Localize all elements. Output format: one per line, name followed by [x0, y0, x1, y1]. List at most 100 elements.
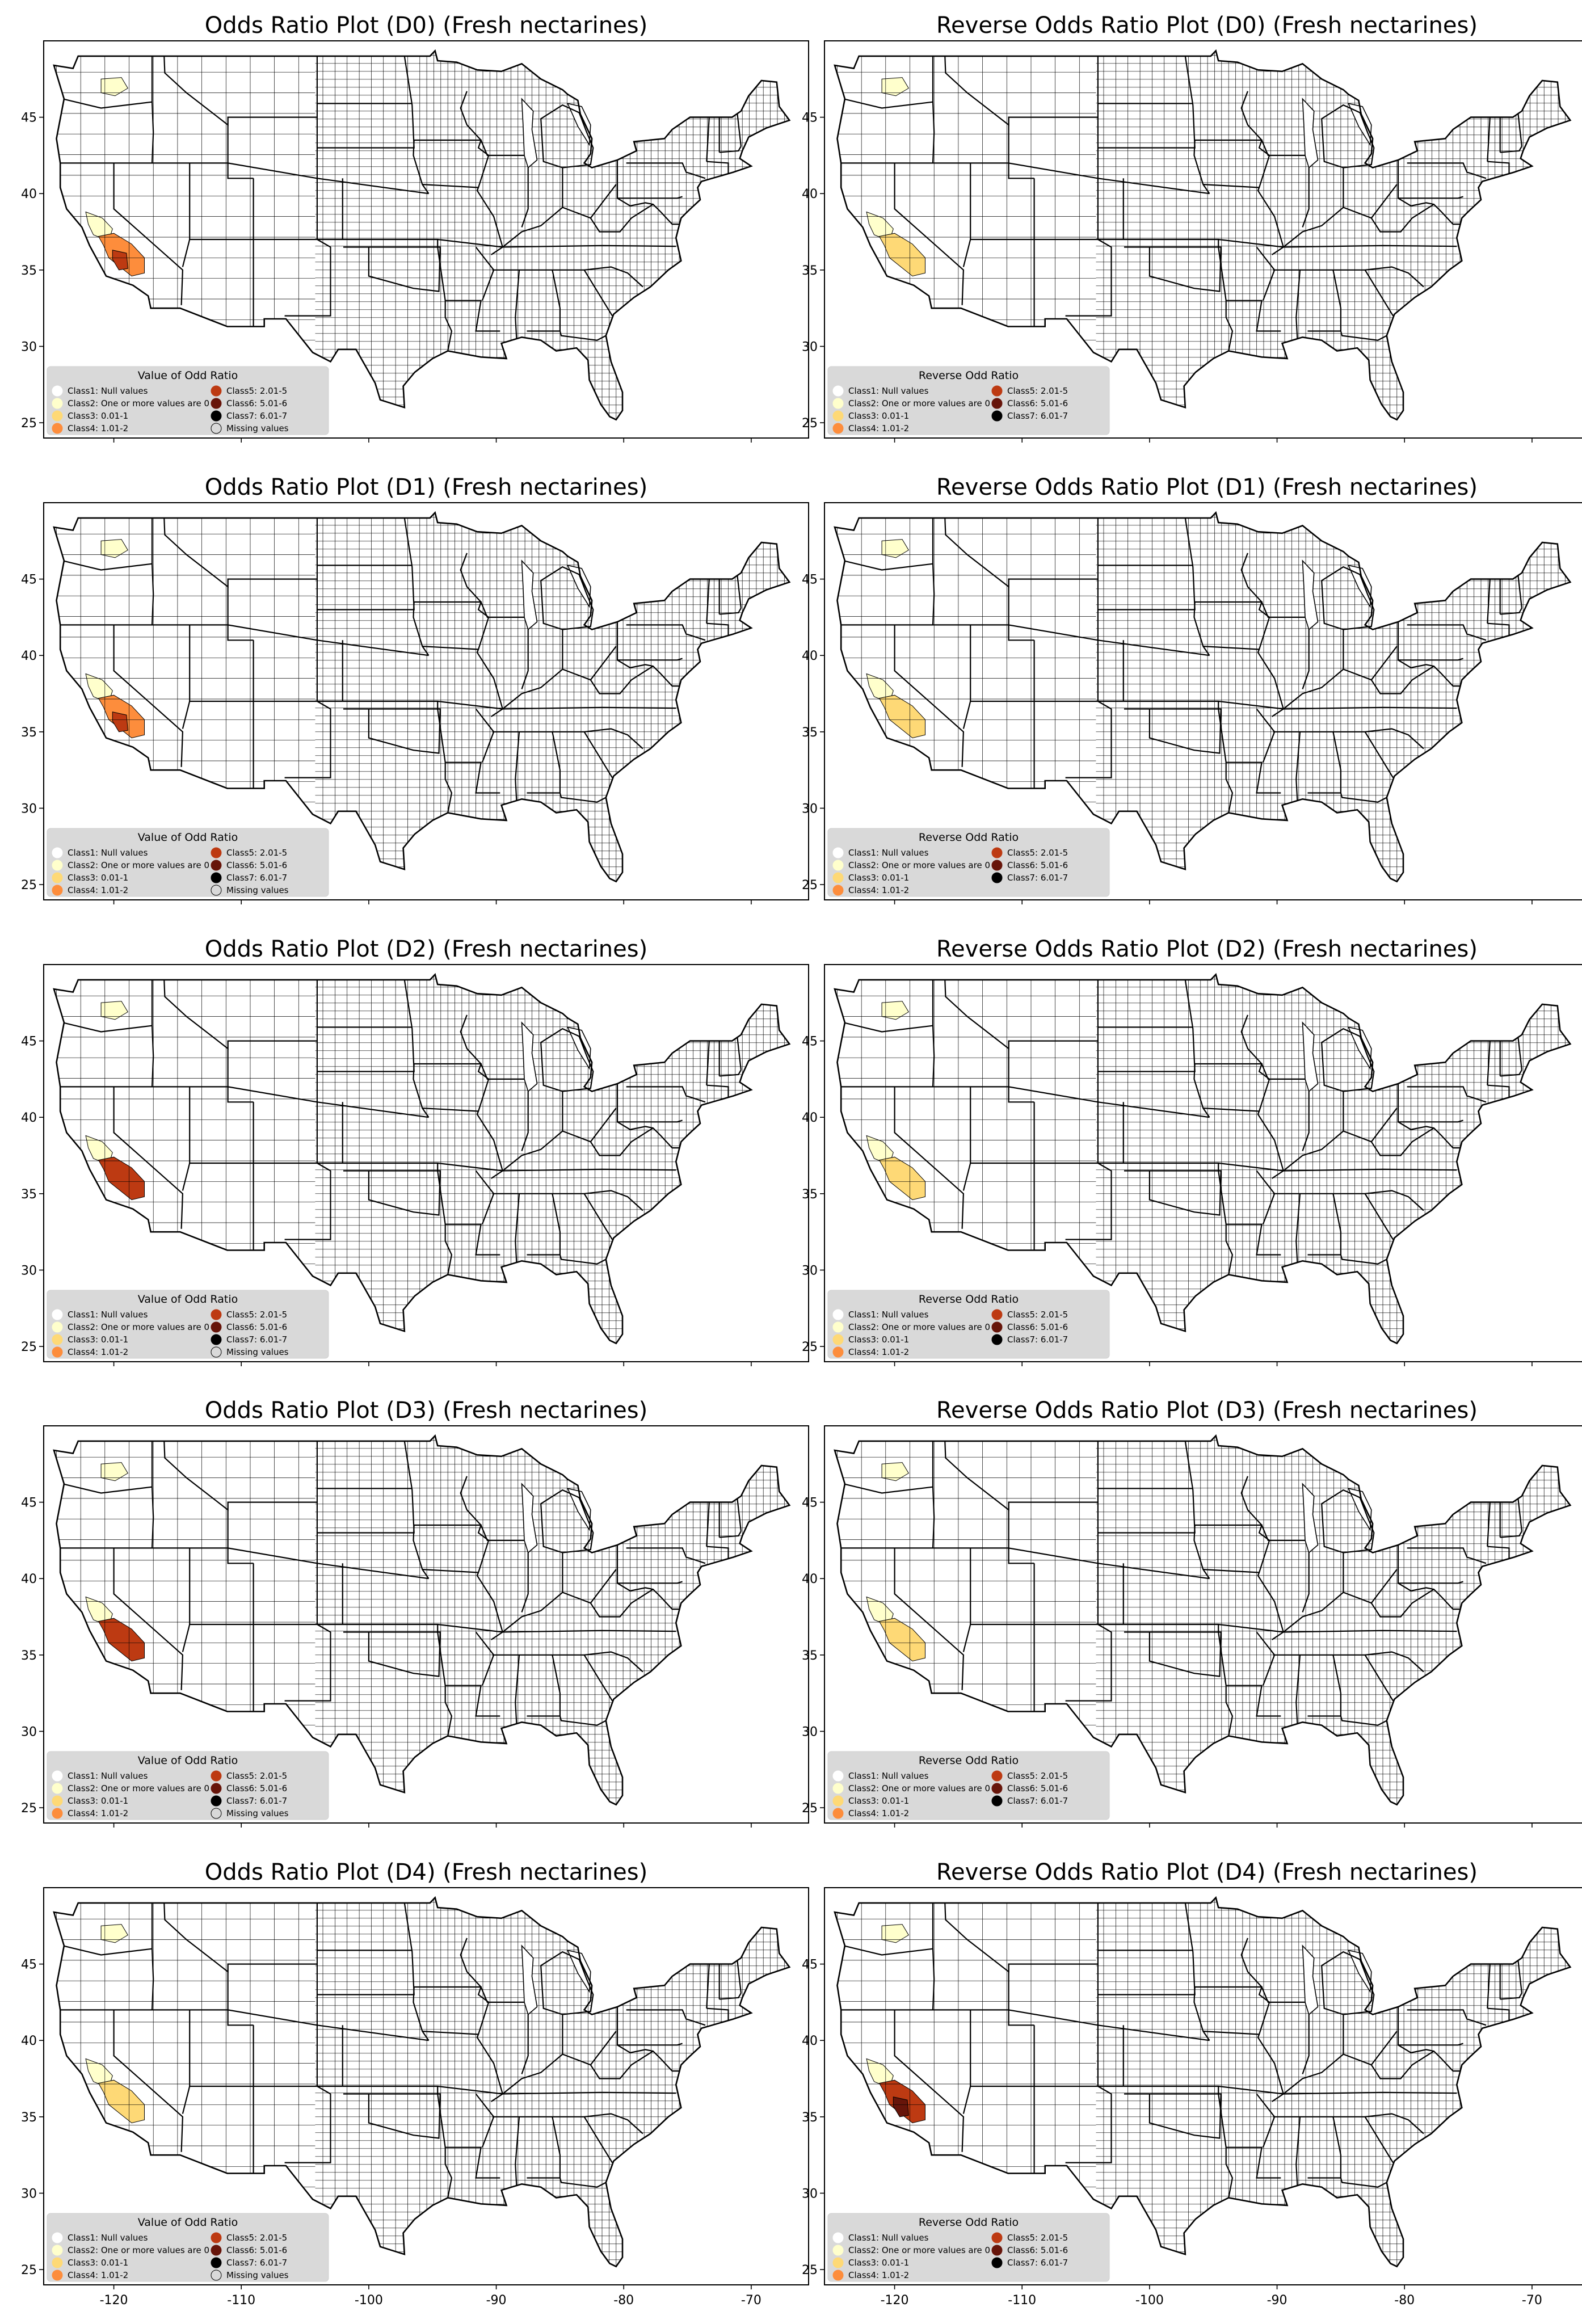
legend-label: Class7: 6.01-7 — [226, 2258, 287, 2268]
legend-label: Class6: 5.01-6 — [226, 860, 287, 870]
legend-label: Class1: Null values — [68, 2233, 148, 2243]
x-tick-label: -110 — [227, 2293, 255, 2308]
panel-title: Reverse Odds Ratio Plot (D0) (Fresh nect… — [936, 12, 1478, 39]
y-tick-label: 35 — [802, 726, 818, 740]
michigan-outline — [1321, 104, 1375, 169]
state-borders — [841, 517, 1522, 813]
legend-label: Class7: 6.01-7 — [1007, 873, 1068, 883]
legend-label: Class4: 1.01-2 — [68, 423, 128, 433]
legend-label: Class1: Null values — [848, 1771, 929, 1781]
legend-label: Class7: 6.01-7 — [226, 411, 287, 421]
y-tick-label: 40 — [802, 187, 818, 201]
y-tick-label: 40 — [802, 649, 818, 663]
x-tick-label: -70 — [1522, 2293, 1542, 2308]
x-tick-label: -70 — [741, 2293, 761, 2308]
axes-frame — [824, 964, 1582, 1362]
legend-marker — [52, 1321, 63, 1333]
legend-label: Missing values — [226, 2270, 289, 2280]
legend-label: Class3: 0.01-1 — [68, 1334, 128, 1345]
legend-marker — [832, 1795, 844, 1807]
legend-label: Class5: 2.01-5 — [226, 1771, 287, 1781]
legend-label: Class5: 2.01-5 — [1007, 1771, 1068, 1781]
y-tick-label: 30 — [802, 1264, 818, 1278]
legend-marker — [211, 1346, 222, 1358]
legend-label: Class5: 2.01-5 — [1007, 2233, 1068, 2243]
panel-title: Odds Ratio Plot (D2) (Fresh nectarines) — [205, 936, 647, 962]
legend-marker — [991, 1795, 1003, 1807]
legend-marker — [991, 860, 1003, 871]
y-tick-label: 35 — [21, 2111, 37, 2125]
legend-label: Class7: 6.01-7 — [226, 873, 287, 883]
region-central-california-south- — [878, 1156, 925, 1201]
legend-marker — [211, 385, 222, 397]
legend-marker — [52, 872, 63, 883]
legend: Value of Odd Ratio Class1: Null values Cla… — [47, 1290, 329, 1359]
legend-marker — [832, 410, 844, 422]
legend-marker — [211, 1334, 222, 1345]
legend-label: Class2: One or more values are 0 — [848, 1322, 990, 1332]
legend-label: Class6: 5.01-6 — [226, 2245, 287, 2255]
legend-marker — [832, 398, 844, 409]
legend-marker — [211, 423, 222, 434]
legend-marker — [832, 1309, 844, 1320]
legend-marker — [991, 2245, 1003, 2256]
legend-label: Missing values — [226, 1808, 289, 1818]
legend: Value of Odd Ratio Class1: Null values Cla… — [47, 2213, 329, 2282]
legend-label: Class7: 6.01-7 — [1007, 2258, 1068, 2268]
great-lake — [521, 1944, 538, 2015]
legend-marker — [52, 1795, 63, 1807]
axes-frame — [43, 964, 809, 1362]
legend: Reverse Odd Ratio Class1: Null values Clas… — [827, 366, 1110, 435]
axes-frame — [43, 502, 809, 900]
legend-label: Class4: 1.01-2 — [848, 1808, 909, 1818]
panel-title: Reverse Odds Ratio Plot (D4) (Fresh nect… — [936, 1859, 1478, 1885]
legend-label: Class4: 1.01-2 — [848, 2270, 909, 2280]
axes-frame — [824, 40, 1582, 439]
legend-label: Class4: 1.01-2 — [68, 2270, 128, 2280]
y-tick-label: 35 — [21, 1649, 37, 1663]
legend-title: Reverse Odd Ratio — [919, 1754, 1019, 1767]
panels-container: Odds Ratio Plot (D0) (Fresh nectarines) 2… — [21, 12, 1582, 2308]
legend-marker — [52, 1334, 63, 1345]
legend-label: Class2: One or more values are 0 — [848, 398, 990, 409]
y-tick-label: 25 — [802, 1340, 818, 1354]
legend-label: Class2: One or more values are 0 — [68, 1322, 209, 1332]
legend-marker — [991, 2232, 1003, 2243]
region-central-washington — [881, 1924, 909, 1943]
y-tick-label: 25 — [21, 1801, 37, 1816]
legend-title: Reverse Odd Ratio — [919, 2216, 1019, 2229]
legend-label: Class2: One or more values are 0 — [848, 860, 990, 870]
legend-box — [47, 2213, 329, 2282]
y-tick-label: 30 — [802, 2187, 818, 2201]
map-panel-ror-d1: Reverse Odds Ratio Plot (D1) (Fresh nect… — [802, 474, 1582, 904]
state-borders — [841, 979, 1522, 1275]
legend-label: Class4: 1.01-2 — [68, 1347, 128, 1357]
us-land — [835, 974, 1571, 1344]
legend-title: Value of Odd Ratio — [138, 369, 238, 382]
us-land — [54, 50, 790, 420]
y-tick-label: 45 — [802, 573, 818, 587]
map-panel-ror-d3: Reverse Odds Ratio Plot (D3) (Fresh nect… — [802, 1397, 1582, 1828]
legend-label: Class6: 5.01-6 — [1007, 860, 1068, 870]
legend-marker — [832, 872, 844, 883]
y-tick-label: 25 — [21, 1340, 37, 1354]
region-central-california-south- — [878, 233, 925, 277]
legend-label: Class5: 2.01-5 — [1007, 386, 1068, 396]
legend-label: Class2: One or more values are 0 — [848, 1783, 990, 1793]
legend-label: Class6: 5.01-6 — [1007, 2245, 1068, 2255]
legend-label: Class4: 1.01-2 — [68, 885, 128, 895]
region-central-california-south- — [98, 2079, 145, 2124]
legend-label: Class7: 6.01-7 — [226, 1334, 287, 1345]
y-tick-label: 35 — [21, 1188, 37, 1202]
legend-marker — [991, 398, 1003, 409]
great-lake — [1302, 1944, 1319, 2015]
region-central-washington — [100, 1462, 128, 1481]
x-tick-label: -110 — [1008, 2293, 1036, 2308]
legend-label: Class2: One or more values are 0 — [68, 398, 209, 409]
y-tick-label: 30 — [802, 802, 818, 816]
legend-marker — [52, 2270, 63, 2281]
legend-title: Value of Odd Ratio — [138, 1293, 238, 1306]
state-borders — [841, 1441, 1522, 1736]
region-central-california-south- — [878, 694, 925, 739]
y-tick-label: 45 — [802, 111, 818, 125]
